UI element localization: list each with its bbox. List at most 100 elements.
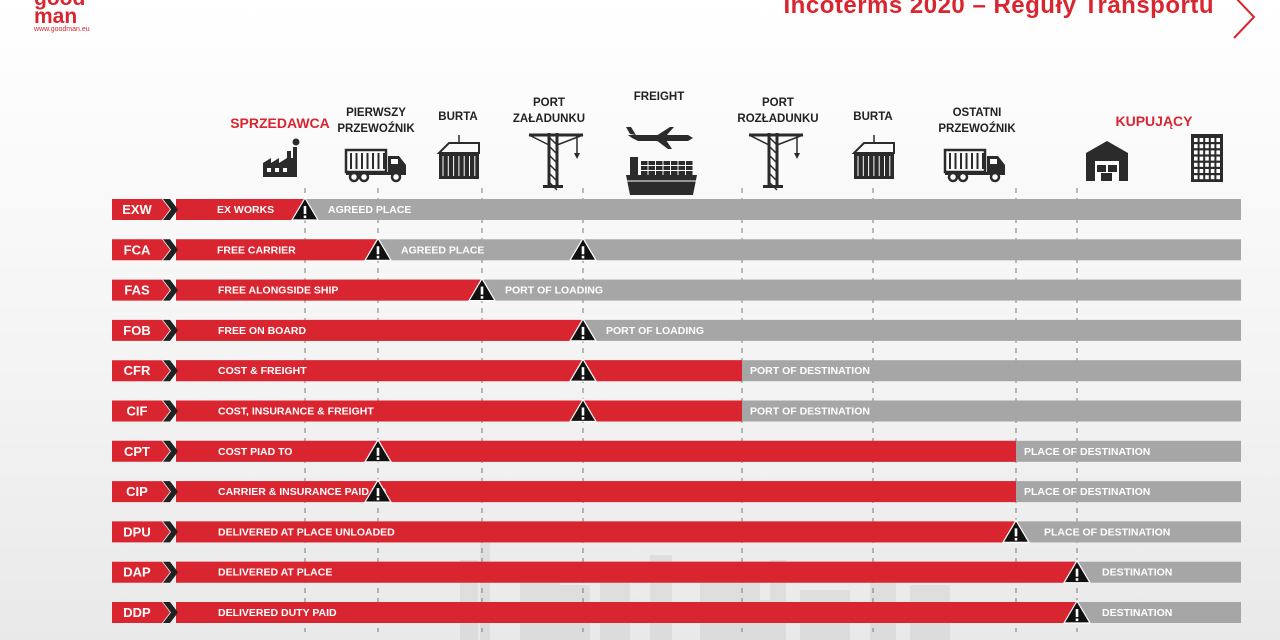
rule-rows: EXW EX WORKS AGREED PLACE FCA FREE CARRIER AG… — [112, 199, 1241, 623]
chevron-right-icon — [163, 239, 178, 261]
warehouse-icon — [1086, 141, 1128, 181]
rule-code-tab — [112, 561, 170, 583]
rule-row-cif[interactable]: CIF COST, INSURANCE & FREIGHT PORT OF DEST… — [112, 400, 1241, 422]
seller-responsibility-bar — [176, 199, 305, 220]
seller-responsibility-bar — [176, 279, 482, 301]
chevron-right-icon — [163, 440, 178, 462]
delivery-place-label: PORT OF DESTINATION — [750, 365, 870, 377]
chevron-right-icon — [163, 360, 178, 382]
seller-responsibility-bar — [176, 319, 583, 341]
rule-name: FREE CARRIER — [217, 244, 296, 256]
warning-icon — [568, 237, 598, 261]
seller-responsibility-bar — [176, 561, 1077, 583]
container-icon — [851, 135, 895, 179]
rule-code: DDP — [123, 605, 151, 620]
column-label-port_loading: ZAŁADUNKU — [513, 113, 585, 125]
crane-icon — [748, 133, 804, 191]
logo-url: www.goodman.eu — [34, 26, 90, 33]
page-title: Incoterms 2020 – Reguły Transportu — [783, 0, 1214, 19]
delivery-place-label: AGREED PLACE — [401, 244, 484, 256]
rule-row-fca[interactable]: FCA FREE CARRIER AGREED PLACE — [112, 239, 1241, 261]
rule-code: DPU — [123, 524, 150, 539]
column-label-port_unloading: ROZŁADUNKU — [737, 113, 818, 125]
delivery-place-label: PLACE OF DESTINATION — [1044, 526, 1170, 538]
delivery-place-label: DESTINATION — [1102, 567, 1172, 579]
column-headers: SPRZEDAWCA PIERWSZY PRZEWOŹNIK BURTA PORT ZAŁ… — [230, 91, 1223, 195]
column-label-port_unloading: PORT — [762, 97, 794, 109]
rule-name: FREE ALONGSIDE SHIP — [218, 285, 338, 297]
rule-row-cfr[interactable]: CFR COST & FREIGHT PORT OF DESTINATION — [112, 360, 1241, 382]
seller-responsibility-bar — [176, 602, 1077, 623]
warning-icon — [568, 358, 598, 382]
rule-code: CIF — [127, 404, 148, 419]
rule-code-tab — [112, 239, 170, 261]
rule-code-tab — [112, 319, 170, 341]
factory-icon — [263, 138, 300, 177]
warning-icon — [568, 398, 598, 423]
delivery-place-label: PORT OF LOADING — [606, 325, 704, 337]
seller-responsibility-bar — [176, 440, 1016, 462]
plane-ship-icon — [626, 127, 697, 195]
warning-icon — [568, 317, 598, 342]
rule-code-tab — [112, 400, 170, 422]
chevron-right-icon — [163, 561, 178, 583]
rule-code-tab — [112, 199, 170, 220]
rule-row-fob[interactable]: FOB FREE ON BOARD PORT OF LOADING — [112, 319, 1241, 341]
column-label-freight: FREIGHT — [634, 91, 684, 103]
seller-responsibility-bar — [176, 400, 742, 422]
rule-code: DAP — [123, 565, 151, 580]
column-label-last_carrier: PRZEWOŹNIK — [938, 122, 1016, 135]
column-label-first_carrier: PIERWSZY — [346, 107, 406, 119]
chevron-right-icon — [163, 319, 178, 341]
rule-code-tab — [112, 440, 170, 462]
seller-responsibility-bar — [176, 360, 742, 382]
delivery-place-label: PORT OF DESTINATION — [750, 406, 870, 418]
rule-code: FCA — [124, 242, 151, 257]
rule-code: EXW — [122, 202, 152, 217]
rule-row-cip[interactable]: CIP CARRIER & INSURANCE PAID TO PLACE OF D… — [112, 481, 1241, 503]
delivery-place-label: AGREED PLACE — [328, 204, 411, 216]
rule-name: FREE ON BOARD — [218, 325, 307, 337]
warning-icon — [363, 438, 393, 463]
rule-row-dap[interactable]: DAP DELIVERED AT PLACE DESTINATION — [112, 561, 1241, 583]
rule-row-dpu[interactable]: DPU DELIVERED AT PLACE UNLOADED PLACE OF D… — [112, 521, 1241, 543]
seller-responsibility-bar — [176, 521, 1016, 543]
column-label-port_loading: PORT — [533, 97, 565, 109]
column-label-buyer: KUPUJĄCY — [1115, 113, 1193, 129]
warning-icon — [363, 478, 393, 503]
rule-code-tab — [112, 481, 170, 503]
delivery-place-label: DESTINATION — [1102, 607, 1172, 619]
rule-name: DELIVERED AT PLACE — [218, 567, 332, 579]
seller-responsibility-bar — [176, 239, 378, 261]
column-label-seller: SPRZEDAWCA — [230, 115, 330, 131]
warning-icon — [1001, 519, 1031, 544]
rule-code: FOB — [123, 323, 150, 338]
rule-name: COST & FREIGHT — [218, 365, 307, 377]
rule-name: CARRIER & INSURANCE PAID TO — [218, 486, 386, 498]
rule-code: CFR — [124, 363, 151, 378]
chevron-right-icon[interactable] — [1228, 0, 1258, 40]
truck-icon — [344, 148, 406, 183]
chevron-right-icon — [163, 602, 178, 623]
rule-code-tab — [112, 521, 170, 543]
column-label-last_carrier: OSTATNI — [953, 107, 1002, 119]
background-skyline — [460, 540, 950, 640]
chevron-right-icon — [163, 279, 178, 301]
rule-name: EX WORKS — [217, 204, 274, 216]
goodman-logo[interactable]: good man development www.goodman.eu — [34, 0, 194, 42]
chevron-right-icon — [163, 199, 178, 220]
container-icon — [436, 135, 480, 179]
delivery-place-label: PLACE OF DESTINATION — [1024, 486, 1150, 498]
chevron-right-icon — [163, 521, 178, 543]
rule-name: DELIVERED DUTY PAID — [218, 607, 337, 619]
rule-name: DELIVERED AT PLACE UNLOADED — [218, 526, 395, 538]
rule-row-ddp[interactable]: DDP DELIVERED DUTY PAID DESTINATION — [112, 602, 1241, 623]
chevron-right-icon — [163, 400, 178, 422]
crane-icon — [528, 133, 584, 191]
rule-row-exw[interactable]: EXW EX WORKS AGREED PLACE — [112, 199, 1241, 220]
rule-row-cpt[interactable]: CPT COST PIAD TO PLACE OF DESTINATION — [112, 440, 1241, 462]
warning-icon — [1062, 559, 1092, 584]
rule-code: CPT — [124, 444, 150, 459]
rule-row-fas[interactable]: FAS FREE ALONGSIDE SHIP PORT OF LOADING — [112, 279, 1241, 301]
warning-icon — [290, 196, 320, 221]
